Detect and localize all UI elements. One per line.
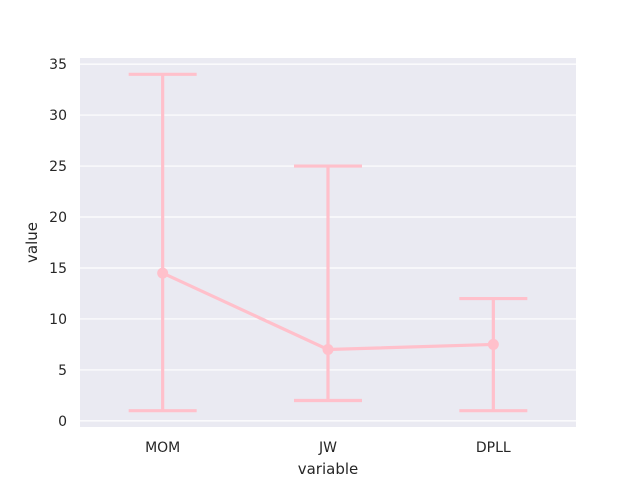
data-point bbox=[322, 344, 334, 356]
y-tick-label: 5 bbox=[58, 363, 67, 379]
y-tick-label: 35 bbox=[49, 57, 67, 73]
y-tick-label: 20 bbox=[49, 210, 67, 226]
y-tick-label: 15 bbox=[49, 261, 67, 277]
x-tick-label: MOM bbox=[145, 440, 180, 456]
data-point bbox=[157, 267, 169, 279]
y-tick-label: 30 bbox=[49, 108, 67, 124]
x-tick-label: DPLL bbox=[476, 440, 511, 456]
x-axis-label: variable bbox=[298, 460, 359, 478]
error-bars bbox=[128, 72, 528, 413]
y-tick-label: 10 bbox=[49, 312, 67, 328]
x-tick-labels: MOM JW DPLL bbox=[145, 440, 511, 456]
y-axis-label: value bbox=[23, 222, 41, 263]
x-tick-label: JW bbox=[318, 440, 337, 456]
data-point bbox=[487, 338, 499, 350]
y-tick-labels: 0 5 10 15 20 25 30 35 bbox=[49, 57, 67, 430]
y-tick-label: 0 bbox=[58, 414, 67, 430]
data-points bbox=[157, 267, 499, 356]
y-tick-label: 25 bbox=[49, 159, 67, 175]
